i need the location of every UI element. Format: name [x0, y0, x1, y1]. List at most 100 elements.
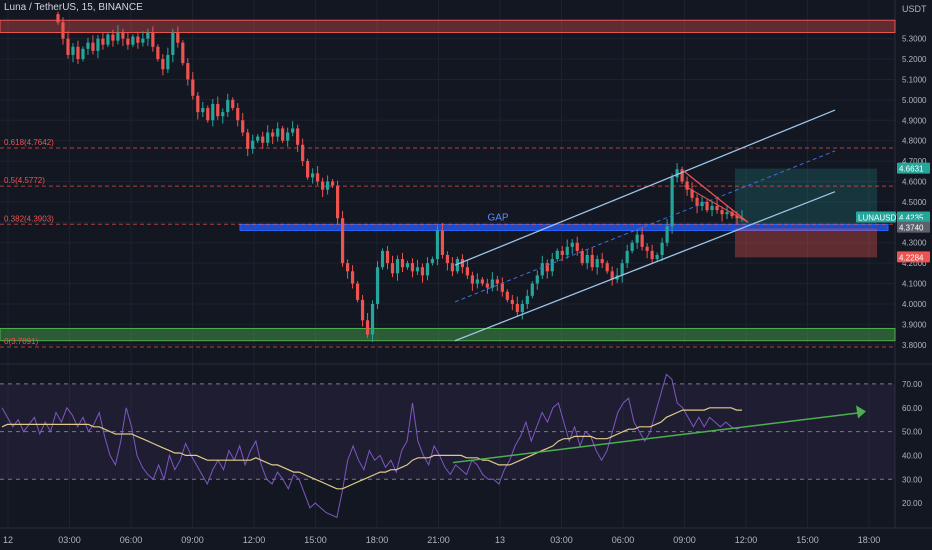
candle-body [360, 299, 365, 321]
candle-body [525, 295, 529, 304]
candle-body [420, 267, 425, 276]
candle-body [485, 283, 489, 288]
candle-body [560, 250, 564, 255]
x-tick-label: 12:00 [243, 535, 266, 545]
candle-body [236, 108, 240, 121]
candle-body [330, 181, 335, 186]
candle-body [261, 136, 265, 143]
price-label: 4.6631 [899, 165, 924, 174]
y-tick-label: 4.6000 [902, 178, 927, 187]
rsi-trend-arrowhead [856, 405, 866, 419]
candle-body [61, 22, 65, 39]
candle-body [585, 254, 589, 264]
take-profit-zone [735, 168, 877, 225]
candle-body [281, 128, 285, 141]
x-tick-label: 12 [3, 535, 13, 545]
candle-body [685, 181, 689, 190]
chart-title: Luna / TetherUS, 15, BINANCE [4, 2, 143, 13]
rsi-tick-label: 20.00 [902, 499, 923, 508]
y-tick-label: 4.2000 [902, 259, 927, 268]
candle-body [321, 181, 325, 190]
candle-body [635, 234, 639, 243]
stop-loss-zone [735, 228, 877, 258]
support-zone [0, 327, 896, 342]
candle-body [126, 38, 130, 45]
candle-body [600, 259, 604, 264]
candle-body [510, 299, 514, 304]
candle-body [221, 112, 225, 117]
candle-body [111, 34, 115, 41]
candle-body [256, 136, 260, 141]
candle-body [490, 279, 494, 288]
candle-body [196, 95, 200, 113]
y-tick-label: 4.3000 [902, 239, 927, 248]
candle-body [545, 263, 549, 272]
y-tick-label: 4.1000 [902, 280, 927, 289]
resistance-zone [0, 19, 896, 33]
candle-body [400, 259, 405, 268]
candle-body [570, 242, 574, 247]
rsi-tick-label: 70.00 [902, 380, 923, 389]
y-tick-label: 3.9000 [902, 320, 927, 329]
candle-body [505, 291, 509, 300]
candle-body [520, 303, 524, 313]
candle-body [655, 254, 659, 260]
candle-body [580, 250, 584, 264]
candle-body [186, 63, 190, 80]
candle-body [515, 303, 519, 313]
candle-body [535, 275, 539, 284]
candle-body [181, 42, 185, 64]
candle-body [645, 246, 649, 251]
wedge-lower-line [683, 185, 749, 223]
candle-body [340, 218, 345, 264]
candle-body [440, 230, 445, 255]
candle-body [435, 230, 440, 260]
candle-body [66, 38, 70, 55]
price-label-box [856, 211, 896, 223]
rsi-line [1, 373, 743, 519]
candle-body [96, 38, 100, 51]
y-tick-label: 5.2000 [902, 55, 927, 64]
candle-body [161, 59, 165, 70]
price-label-box [897, 251, 930, 263]
candle-body [415, 267, 420, 272]
candle-body [191, 79, 195, 96]
candle-body [301, 144, 305, 162]
y-tick-label: 3.8000 [902, 341, 927, 350]
candle-body [445, 254, 450, 264]
y-tick-label: 4.0000 [902, 300, 927, 309]
rsi-ma-line [1, 407, 742, 490]
wedge-upper-line [683, 170, 749, 223]
candle-body [425, 263, 430, 276]
candle-body [375, 267, 380, 304]
fib-level-label: 0(3.7891) [4, 337, 39, 346]
channel-mid-line [454, 150, 836, 303]
candle-body [530, 283, 534, 296]
candle-body [116, 32, 120, 41]
y-tick-label: 4.9000 [902, 116, 927, 125]
candle-body [226, 99, 230, 113]
price-label: 4.3740 [899, 224, 924, 233]
candle-body [296, 128, 300, 145]
candle-body [565, 246, 569, 255]
candle-body [725, 212, 729, 215]
candle-body [166, 54, 170, 70]
candle-body [86, 42, 90, 49]
candle-body [101, 38, 105, 45]
candle-body [610, 271, 614, 280]
price-label: 4.4235 [899, 214, 924, 223]
candle-body [141, 38, 145, 43]
candle-body [121, 32, 125, 39]
y-tick-label: 5.1000 [902, 75, 927, 84]
candle-body [650, 250, 654, 260]
candle-body [56, 14, 60, 23]
candle-body [306, 161, 310, 178]
y-tick-label: 4.8000 [902, 137, 927, 146]
candle-body [216, 103, 220, 117]
candle-body [620, 263, 624, 276]
price-label-box [897, 162, 930, 174]
gap-label: GAP [487, 212, 508, 223]
candle-body [720, 210, 724, 215]
candle-body [710, 205, 714, 211]
